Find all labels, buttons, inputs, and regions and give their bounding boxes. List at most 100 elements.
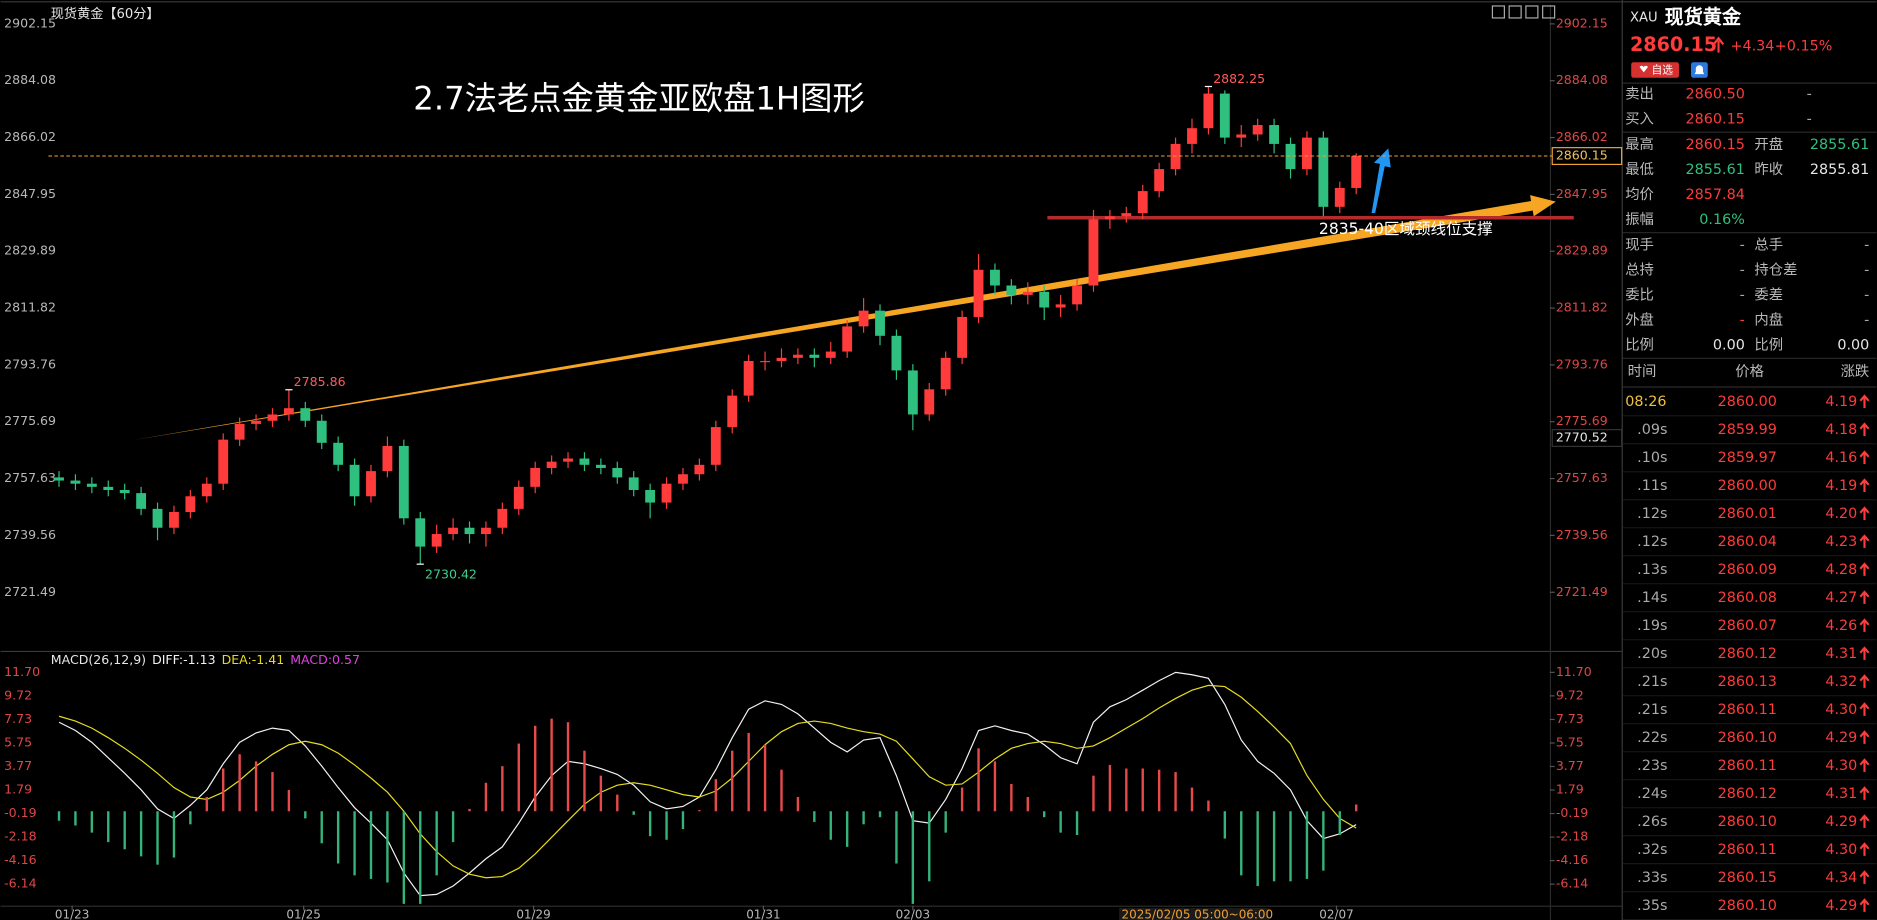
trade-price: 2860.12 [1718, 646, 1777, 662]
trade-time: .19s [1637, 618, 1667, 634]
y-tick-label: 1.79 [1556, 782, 1584, 797]
button-bg[interactable] [1631, 62, 1680, 78]
macd-bar [698, 810, 701, 812]
cursor-label: 2025/02/05 05:00~06:00 [1122, 908, 1274, 920]
legend-entry: MACD:0.57 [290, 652, 360, 667]
trade-change: 4.28 [1825, 562, 1857, 578]
y-tick-label: 1.79 [4, 782, 32, 797]
trade-price: 2860.10 [1718, 730, 1777, 746]
macd-bar [714, 779, 718, 812]
macd-bar [287, 789, 291, 812]
candle-body [1154, 169, 1165, 192]
button-label[interactable]: 自选 [1652, 64, 1674, 77]
trade-time: .24s [1637, 786, 1667, 802]
symbol: XAU [1630, 10, 1658, 25]
field-label: 委比 [1625, 287, 1654, 304]
field-label: 比例 [1625, 337, 1654, 354]
candle-body [546, 461, 557, 468]
watch-button[interactable]: 自选 [1631, 62, 1680, 78]
macd-bar [780, 769, 783, 812]
macd-bar [1223, 811, 1227, 839]
field-label: 外盘 [1625, 311, 1654, 329]
y-tick-label: 3.77 [4, 758, 32, 773]
trade-price: 2860.11 [1718, 758, 1777, 774]
y-tick-label: 2884.08 [4, 72, 56, 87]
candle-body [54, 477, 64, 481]
candle-body [1187, 128, 1197, 144]
candle-body [119, 489, 130, 494]
macd-bar [1075, 811, 1079, 836]
trade-price: 2860.10 [1718, 898, 1777, 914]
candle-body [727, 395, 738, 428]
macd-bar [172, 811, 176, 858]
candle-body [1121, 213, 1132, 217]
macd-bar [747, 732, 750, 812]
field-label: 买入 [1625, 111, 1654, 128]
field-label: 开盘 [1754, 135, 1783, 153]
candle-body [1022, 291, 1033, 295]
alert-button[interactable] [1691, 62, 1708, 78]
y-tick-label: 2847.95 [4, 186, 56, 201]
annotation: 2.7法老点金黄金亚欧盘1H图形 [413, 79, 864, 117]
macd-bar [156, 811, 159, 865]
candle-body [1318, 137, 1329, 207]
macd-bar [402, 811, 406, 904]
macd-bar [123, 811, 126, 850]
candle-body [1269, 125, 1280, 144]
candle-body [218, 439, 229, 484]
up-icon [1859, 646, 1870, 660]
candle-body [70, 480, 81, 484]
up-arrow [1371, 148, 1391, 213]
trade-time: .22s [1637, 730, 1667, 746]
candle-body [1302, 137, 1312, 170]
macd-bar [731, 750, 734, 812]
icon[interactable] [1525, 5, 1539, 19]
macd-line [58, 671, 1357, 897]
x-tick-label: 01/31 [746, 908, 780, 920]
trade-change: 4.30 [1825, 758, 1857, 774]
icon[interactable] [1508, 5, 1522, 19]
trade-change: 4.29 [1825, 730, 1857, 746]
candle-body [809, 354, 820, 358]
macd-bar [1108, 764, 1112, 812]
macd-bar [977, 748, 980, 812]
trade-price: 2860.08 [1718, 590, 1777, 606]
candle-body [710, 427, 721, 465]
candle-body [251, 420, 261, 424]
up-icon [1859, 702, 1870, 716]
cursor-box [1119, 908, 1269, 920]
macd-bar [550, 718, 553, 812]
field-value: - [1740, 237, 1745, 253]
y-tick-label: 2829.89 [4, 243, 56, 258]
y-tick-label: 3.77 [1556, 758, 1584, 773]
up-icon [1859, 450, 1870, 464]
trade-change: 4.23 [1825, 534, 1857, 550]
macd-bar [1240, 811, 1243, 876]
macd-bar [271, 772, 274, 812]
legend-entry: DIFF:-1.13 [152, 652, 216, 667]
macd-bar [845, 811, 849, 847]
x-tick-label: 01/29 [516, 908, 550, 920]
trade-time: .11s [1637, 478, 1667, 494]
trade-time: .33s [1637, 870, 1667, 886]
candle-body [1219, 93, 1230, 138]
macd-bar [468, 808, 471, 812]
field-value: 2860.15 [1686, 137, 1745, 153]
candle-body [431, 534, 442, 547]
icon[interactable] [1542, 5, 1556, 19]
candle-body [464, 527, 475, 535]
candle-body [875, 310, 885, 336]
candle-body [792, 354, 803, 358]
y-tick-label: 2884.08 [1556, 72, 1608, 87]
extreme-label: 2882.25 [1213, 71, 1265, 86]
trade-price: 2860.04 [1718, 534, 1777, 550]
trade-change: 4.34 [1825, 870, 1857, 886]
field-value: 0.00 [1837, 338, 1869, 354]
support-label: 2835-40区域颈线位支撑 [1319, 220, 1493, 238]
macd-bar [320, 811, 323, 844]
y-tick-label: 2793.76 [1556, 356, 1608, 371]
trade-change: 4.16 [1825, 450, 1857, 466]
icon[interactable] [1491, 5, 1505, 19]
macd-bar [566, 722, 570, 812]
